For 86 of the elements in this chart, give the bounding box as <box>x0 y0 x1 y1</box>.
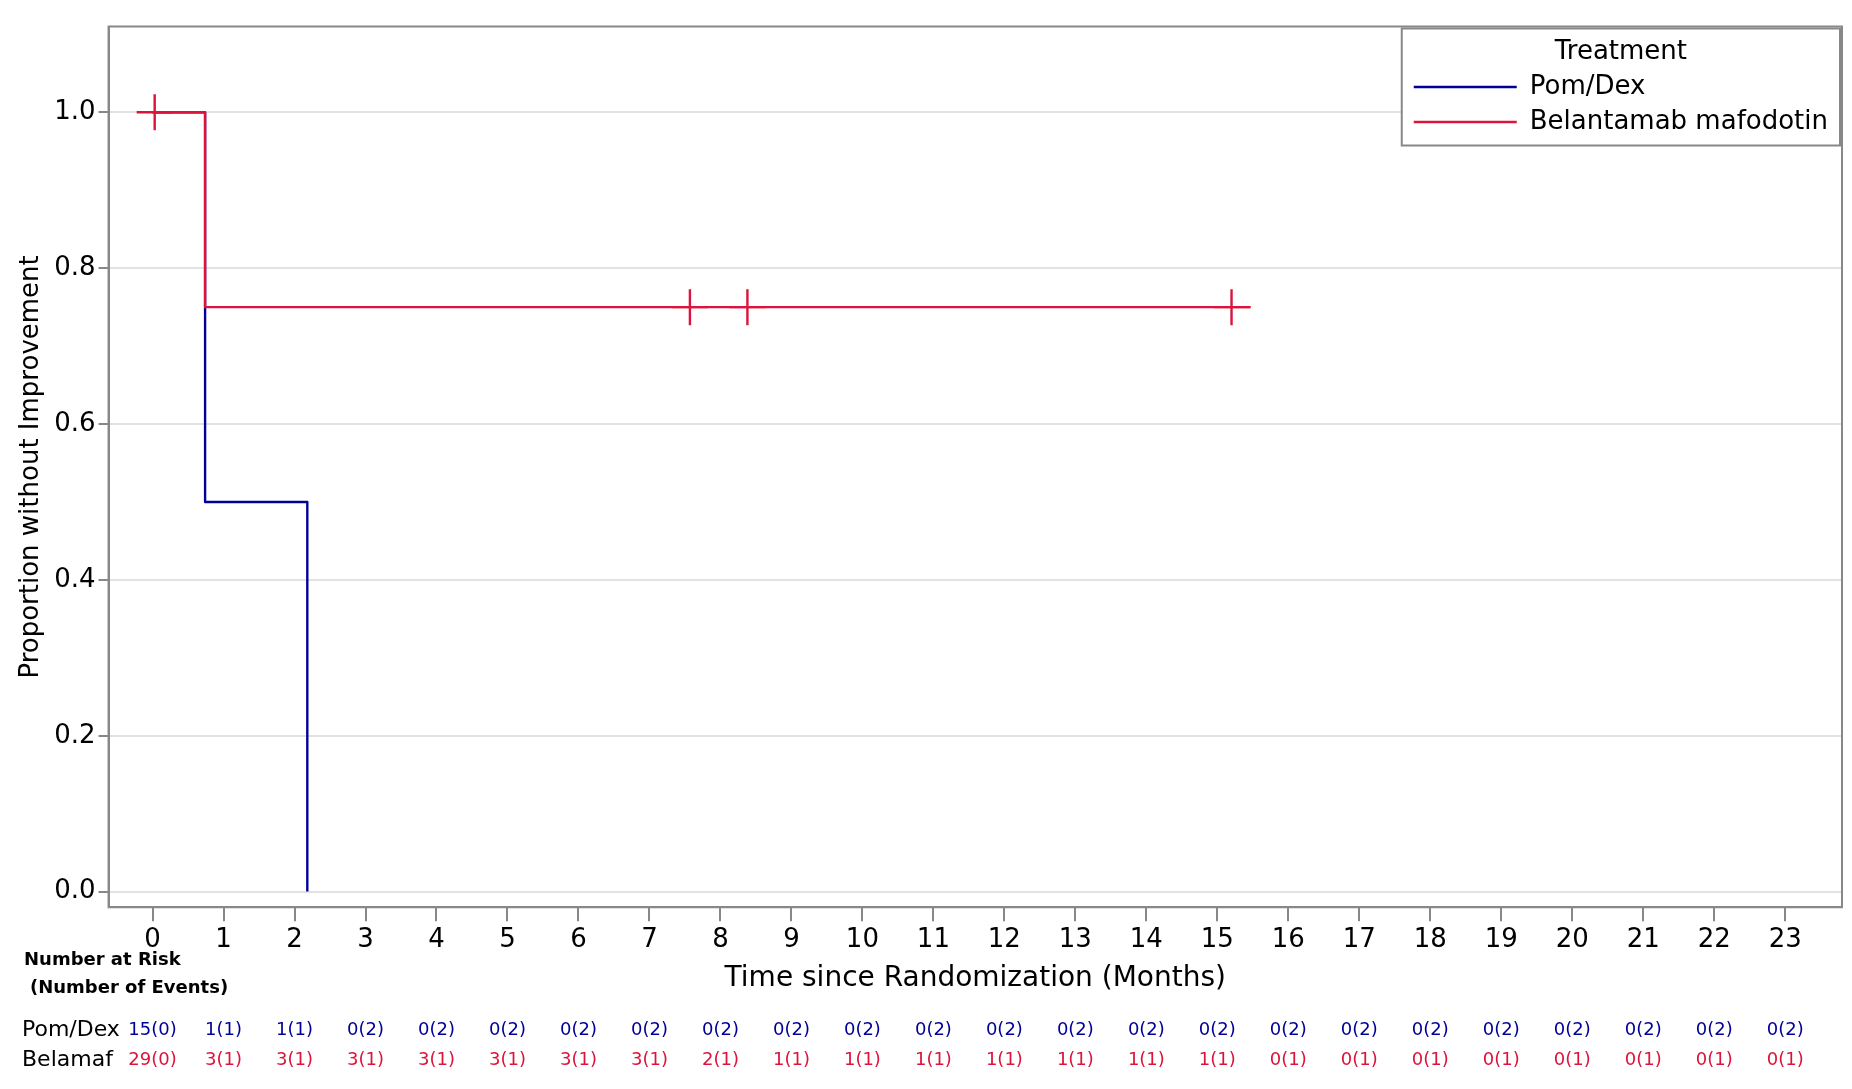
x-tick-label: 15 <box>1200 922 1234 953</box>
x-tick-label: 22 <box>1697 922 1731 953</box>
text: 0(2) <box>1340 1017 1378 1039</box>
text: 0(1) <box>1411 1047 1449 1069</box>
x-tick-label: 23 <box>1768 922 1802 953</box>
x-tick-label: 12 <box>987 922 1021 953</box>
x-tick-label: 13 <box>1058 922 1092 953</box>
x-tick-label: 16 <box>1271 922 1305 953</box>
y-tick-label: 0.4 <box>54 562 96 593</box>
legend-title: Treatment <box>1553 34 1688 65</box>
text: 0(2) <box>418 1017 455 1039</box>
x-tick-label: 20 <box>1555 922 1589 953</box>
text: 1(1) <box>914 1047 952 1069</box>
text: 3(1) <box>347 1047 384 1069</box>
text: 3(1) <box>489 1047 526 1069</box>
x-tick-label: 11 <box>916 922 950 953</box>
text: 3(1) <box>205 1047 243 1069</box>
text: (Number of Events) <box>30 975 229 997</box>
text: 0(1) <box>1269 1047 1307 1069</box>
x-tick-label: 3 <box>357 922 374 953</box>
text: 0(2) <box>1056 1017 1094 1039</box>
text: 0(1) <box>1624 1047 1662 1069</box>
text: 0(2) <box>985 1017 1023 1039</box>
x-tick-label: 18 <box>1413 922 1447 953</box>
text: 0(2) <box>1624 1017 1662 1039</box>
text: Belamaf <box>22 1045 115 1071</box>
y-tick-label: 0.2 <box>54 718 96 749</box>
text: 0(1) <box>1766 1047 1804 1069</box>
text: 1(1) <box>843 1047 881 1069</box>
y-axis-title: Proportion without Improvement <box>14 255 45 679</box>
x-tick-label: 1 <box>215 922 232 953</box>
text: 1(1) <box>1198 1047 1236 1069</box>
text: 0(2) <box>347 1017 384 1039</box>
text: 0(1) <box>1482 1047 1520 1069</box>
text: 0(2) <box>843 1017 881 1039</box>
x-tick-label: 21 <box>1626 922 1660 953</box>
x-tick-label: 2 <box>286 922 303 953</box>
x-axis-title: Time since Randomization (Months) <box>723 960 1226 994</box>
y-tick-label: 0.8 <box>54 250 96 281</box>
y-tick-label: 1.0 <box>54 95 96 126</box>
x-tick-label: 6 <box>570 922 587 953</box>
text: 0(2) <box>1766 1017 1804 1039</box>
y-tick-label: 0.6 <box>54 406 96 437</box>
text: 1(1) <box>1127 1047 1165 1069</box>
text: 3(1) <box>559 1047 597 1069</box>
text: 1(1) <box>1056 1047 1094 1069</box>
y-tick-label: 0.0 <box>54 874 96 905</box>
text: 0(2) <box>1411 1017 1449 1039</box>
text: 0(2) <box>1553 1017 1591 1039</box>
text: 1(1) <box>985 1047 1023 1069</box>
x-tick-label: 17 <box>1342 922 1376 953</box>
text: 3(1) <box>418 1047 455 1069</box>
x-tick-label: 8 <box>712 922 729 953</box>
text: 0(1) <box>1695 1047 1733 1069</box>
text: 0(2) <box>914 1017 952 1039</box>
text: 0(2) <box>1482 1017 1520 1039</box>
x-tick-label: 14 <box>1129 922 1163 953</box>
text: 1(1) <box>276 1017 314 1039</box>
text: 0(2) <box>630 1017 668 1039</box>
text: 1(1) <box>772 1047 810 1069</box>
text: 1(1) <box>205 1017 243 1039</box>
x-tick-label: 7 <box>641 922 658 953</box>
x-tick-label: 4 <box>428 922 445 953</box>
text: 0(2) <box>1269 1017 1307 1039</box>
text: 0(1) <box>1340 1047 1378 1069</box>
x-tick-label: 5 <box>499 922 516 953</box>
text: 0(2) <box>1198 1017 1236 1039</box>
text: 15(0) <box>128 1017 177 1039</box>
text: 0(2) <box>772 1017 810 1039</box>
text: 29(0) <box>128 1047 177 1069</box>
text: 0(2) <box>559 1017 597 1039</box>
x-tick-label: 9 <box>783 922 800 953</box>
text: 0(2) <box>489 1017 526 1039</box>
text: 3(1) <box>276 1047 314 1069</box>
text: Number at Risk <box>24 947 182 969</box>
text: 0(2) <box>1127 1017 1165 1039</box>
legend-label: Pom/Dex <box>1529 69 1646 100</box>
x-tick-label: 19 <box>1484 922 1518 953</box>
text: 0(1) <box>1553 1047 1591 1069</box>
x-tick-label: 10 <box>845 922 879 953</box>
text: 3(1) <box>630 1047 668 1069</box>
text: 0(2) <box>701 1017 739 1039</box>
text: 2(1) <box>701 1047 739 1069</box>
legend-label: Belantamab mafodotin <box>1529 104 1829 135</box>
text: Pom/Dex <box>22 1015 120 1041</box>
text: 0(2) <box>1695 1017 1733 1039</box>
